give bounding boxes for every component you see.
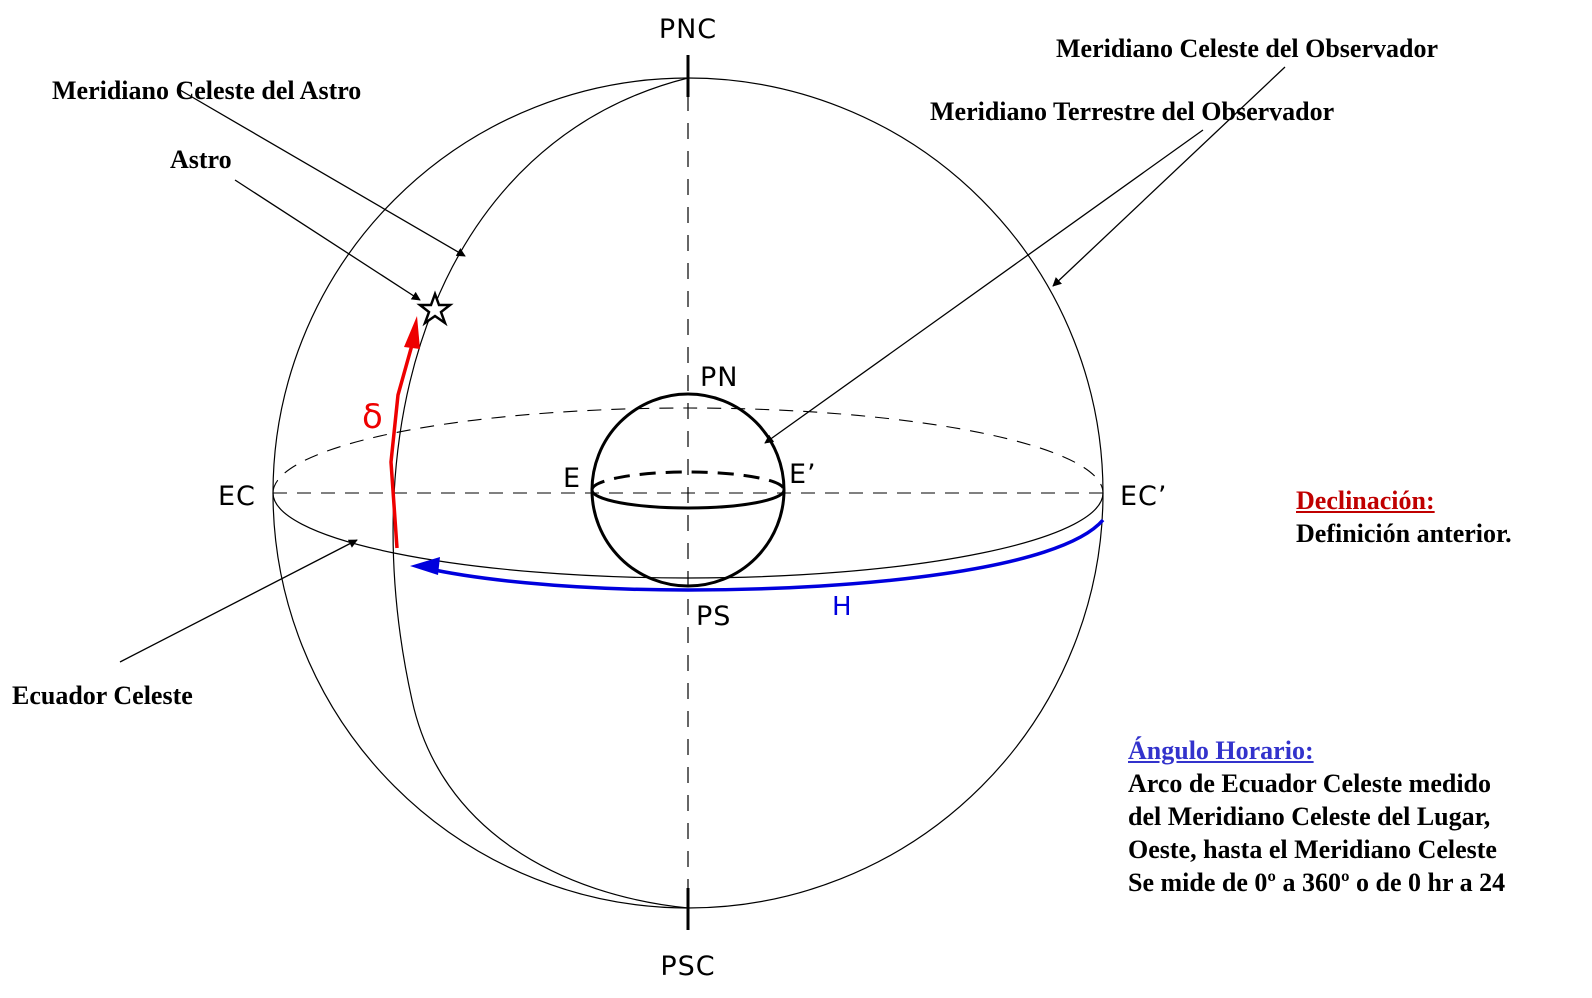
declinacion-text: Definición anterior.	[1296, 519, 1512, 548]
arrow-meridiano-astro	[179, 89, 466, 257]
angulo-horario-line-3: Oeste, hasta el Meridiano Celeste	[1128, 835, 1497, 864]
label-psc: PSC	[660, 951, 715, 982]
label-ec-left: EC	[218, 481, 256, 512]
label-meridiano-astro: Meridiano Celeste del Astro	[52, 76, 361, 105]
arrow-ecuador-celeste	[119, 539, 358, 663]
star-icon	[416, 290, 454, 327]
meridiano-astro-line	[392, 77, 689, 909]
label-meridiano-celeste-obs: Meridiano Celeste del Observador	[1056, 34, 1438, 63]
label-e-left: E	[563, 463, 581, 494]
declination-arc	[389, 344, 414, 549]
label-pnc: PNC	[659, 14, 717, 45]
label-ps: PS	[696, 601, 731, 632]
angulo-horario-line-4: Se mide de 0º a 360º o de 0 hr a 24	[1128, 868, 1506, 897]
label-meridiano-terrestre-obs: Meridiano Terrestre del Observador	[930, 97, 1334, 126]
declination-arrowhead	[404, 316, 420, 349]
angulo-horario-heading: Ángulo Horario:	[1128, 736, 1314, 765]
celestial-equator-back	[272, 407, 1104, 494]
arrow-meridiano-celeste-obs	[1052, 66, 1286, 287]
declinacion-heading: Declinación:	[1296, 486, 1435, 515]
label-h: H	[832, 592, 852, 622]
angulo-horario-block: Ángulo Horario: Arco de Ecuador Celeste …	[1128, 734, 1505, 899]
earth-equator-front	[590, 489, 786, 510]
earth-equator-back	[590, 470, 786, 491]
hour-angle-arrowhead	[410, 557, 440, 575]
declinacion-block: Declinación: Definición anterior.	[1296, 484, 1512, 550]
label-delta: δ	[362, 397, 383, 437]
label-astro: Astro	[170, 145, 232, 174]
angulo-horario-line-2: del Meridiano Celeste del Lugar,	[1128, 802, 1491, 831]
celestial-equator-front	[272, 492, 1104, 579]
arrow-astro	[234, 179, 421, 301]
label-pn: PN	[700, 362, 738, 393]
hour-angle-arc	[424, 518, 1105, 592]
label-e-right: E’	[789, 459, 817, 490]
arrow-meridiano-terrestre-obs	[764, 129, 1204, 444]
label-ec-right: EC’	[1120, 481, 1168, 512]
angulo-horario-line-1: Arco de Ecuador Celeste medido	[1128, 769, 1491, 798]
label-ecuador-celeste: Ecuador Celeste	[12, 681, 193, 710]
